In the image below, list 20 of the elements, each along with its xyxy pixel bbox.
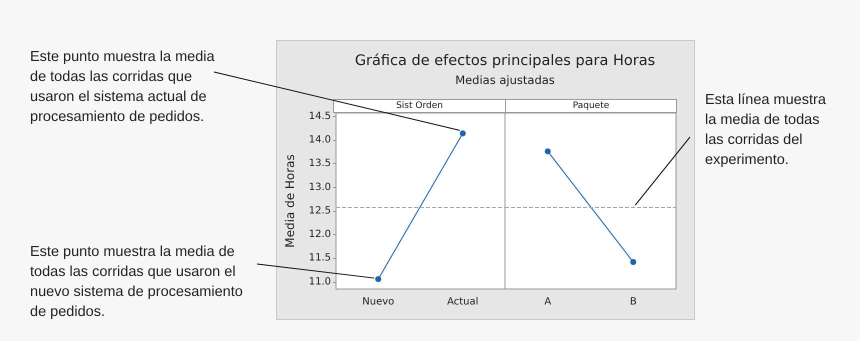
- y-tick-label: 13.5: [308, 158, 331, 170]
- annotation: Este punto muestra la media de todas las corridas que usaron el sistema actual de procesamiento de pedidos.: [30, 48, 216, 127]
- y-tick-label: 12.0: [308, 229, 331, 240]
- x-tick-label: Nuevo: [362, 296, 394, 308]
- x-tick-label: B: [630, 296, 637, 308]
- chart-subtitle: Medias ajustadas: [454, 73, 556, 87]
- chart-title: Gráfica de efectos principales para Horas: [354, 53, 656, 69]
- x-tick-label: Actual: [447, 296, 478, 308]
- x-axis-title: Sist Orden: [333, 99, 506, 113]
- annotation: Esta línea muestra la media de todas las corridas del experimento.: [705, 91, 827, 170]
- annotation: Este punto muestra la media de todas las corridas que usaron el nuevo sistema de procesamiento de pedidos.: [30, 243, 244, 322]
- y-tick-label: 12.5: [308, 205, 331, 216]
- y-tick-label: 14.5: [308, 110, 331, 122]
- y-tick-label: 14.0: [308, 134, 331, 146]
- y-tick-label: 13.0: [308, 182, 331, 193]
- y-axis-title: Media de Horas: [283, 154, 297, 248]
- x-axis-title: Paquete: [505, 99, 677, 113]
- x-tick-label: A: [544, 296, 552, 308]
- y-tick-label: 11.5: [308, 252, 331, 264]
- y-tick-label: 11.0: [308, 276, 331, 288]
